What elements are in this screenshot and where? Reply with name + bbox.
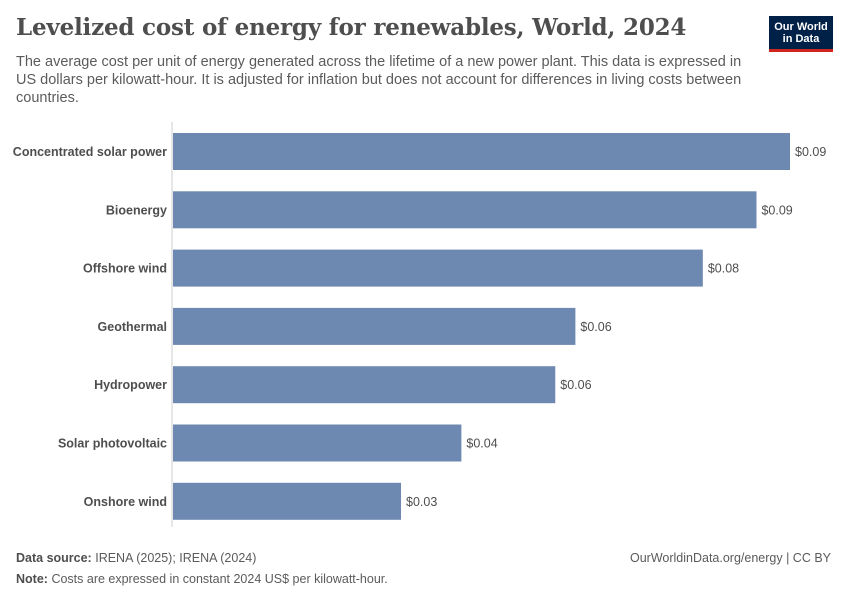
note-text: Costs are expressed in constant 2024 US$… bbox=[51, 572, 388, 586]
value-label: $0.06 bbox=[560, 378, 591, 392]
category-label: Offshore wind bbox=[83, 262, 167, 276]
category-label: Onshore wind bbox=[84, 495, 167, 509]
value-label: $0.08 bbox=[708, 262, 739, 276]
note-line: Note: Costs are expressed in constant 20… bbox=[16, 569, 388, 590]
logo-line-2: in Data bbox=[782, 33, 820, 45]
category-label: Geothermal bbox=[98, 320, 167, 334]
data-source-text[interactable]: IRENA (2025); IRENA (2024) bbox=[95, 551, 257, 565]
bar-hydropower[interactable] bbox=[173, 366, 556, 404]
bar-solar-photovoltaic[interactable] bbox=[173, 424, 462, 462]
value-label: $0.03 bbox=[406, 495, 437, 509]
category-label: Hydropower bbox=[94, 378, 167, 392]
chart-title: Levelized cost of energy for renewables,… bbox=[16, 14, 687, 41]
chart-subtitle: The average cost per unit of energy gene… bbox=[16, 54, 742, 106]
value-label: $0.09 bbox=[761, 203, 792, 217]
value-label: $0.09 bbox=[795, 145, 826, 159]
value-label: $0.04 bbox=[466, 437, 497, 451]
category-label: Bioenergy bbox=[106, 203, 167, 217]
footer-sources: Data source: IRENA (2025); IRENA (2024) … bbox=[16, 548, 388, 590]
value-label: $0.06 bbox=[580, 320, 611, 334]
note-label: Note: bbox=[16, 572, 48, 586]
category-label: Concentrated solar power bbox=[13, 145, 167, 159]
bar-geothermal[interactable] bbox=[173, 307, 576, 345]
data-source-line: Data source: IRENA (2025); IRENA (2024) bbox=[16, 548, 388, 569]
owid-logo[interactable]: Our World in Data bbox=[769, 16, 833, 52]
data-source-label: Data source: bbox=[16, 551, 92, 565]
logo-line-1: Our World bbox=[774, 21, 828, 33]
bar-bioenergy[interactable] bbox=[173, 191, 757, 229]
bar-concentrated-solar-power[interactable] bbox=[173, 133, 790, 170]
footer-credit[interactable]: OurWorldinData.org/energy | CC BY bbox=[629, 551, 831, 565]
bar-onshore-wind[interactable] bbox=[173, 482, 402, 520]
category-label: Solar photovoltaic bbox=[58, 437, 167, 451]
bar-offshore-wind[interactable] bbox=[173, 249, 703, 287]
